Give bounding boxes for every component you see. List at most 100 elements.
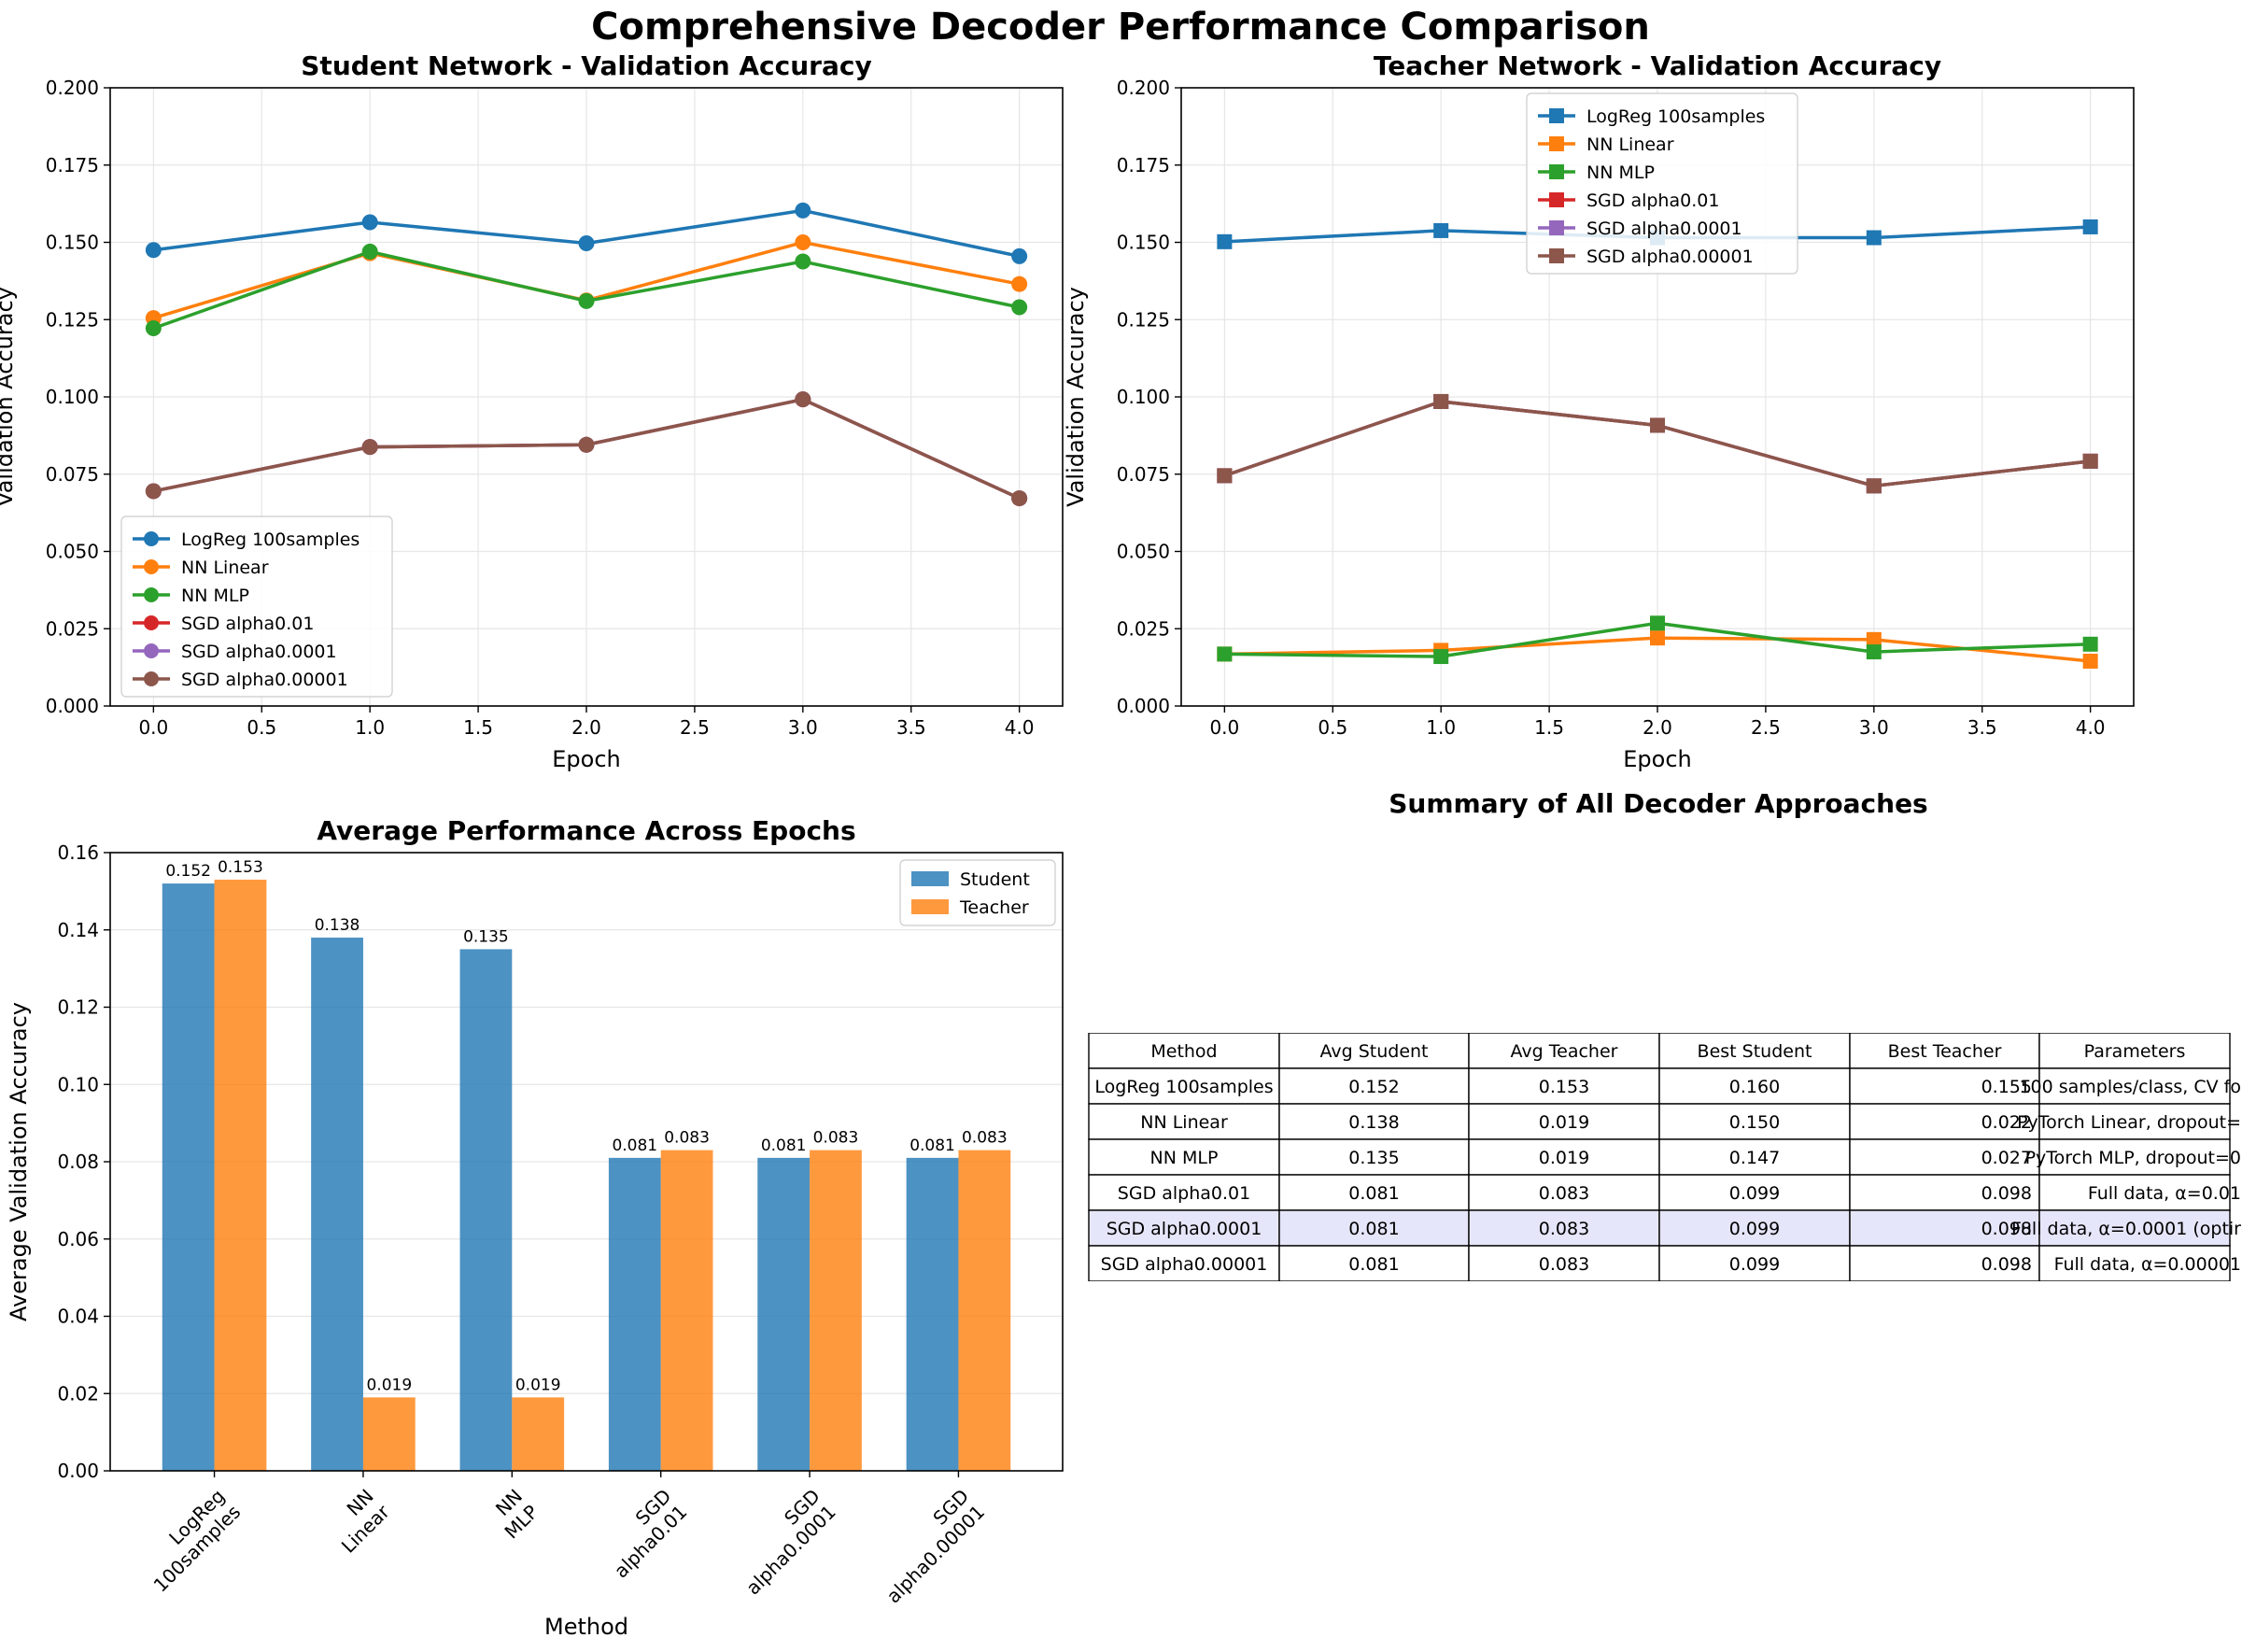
table-cell [2038,1209,2231,1247]
data-point [1433,222,1449,238]
data-point [1866,478,1882,494]
table-cell-text: 0.135 [1348,1148,1399,1168]
data-point [145,320,162,337]
data-point [1011,299,1028,316]
bar-value-label: 0.083 [962,1129,1008,1148]
legend-marker [144,587,159,602]
table-header-text: Avg Student [1319,1041,1428,1062]
table-cell [1088,1138,1280,1176]
data-point [1011,490,1028,507]
y-tick-label: 0.04 [57,1306,99,1328]
data-point [795,202,811,219]
table-cell [1468,1174,1660,1211]
bar [810,1150,862,1471]
y-tick-label: 0.150 [46,232,99,254]
bar-value-label: 0.138 [315,916,360,935]
data-point [578,436,595,453]
legend-marker [144,671,159,686]
table-cell-text: 0.138 [1348,1112,1399,1133]
table-cell-text: 0.098 [1981,1254,2032,1275]
table-cell-text: SGD alpha0.00001 [1101,1254,1268,1275]
bar-value-label: 0.019 [366,1376,412,1394]
data-point [795,253,811,270]
table-cell-text: Full data, α=0.0001 (optir [2011,1219,2241,1239]
table-cell-text: 0.081 [1348,1183,1399,1204]
bar-value-label: 0.083 [664,1129,710,1148]
table-cell [1849,1103,2040,1140]
x-tick-label: 3.0 [1859,716,1889,739]
x-tick-label: 0.0 [138,716,168,739]
table-cell-text: PyTorch MLP, dropout=0 [2025,1148,2241,1168]
y-axis-label: Average Validation Accuracy [6,1002,32,1321]
data-point [1433,393,1449,409]
table-cell [1849,1067,2040,1105]
legend-label: SGD alpha0.00001 [1586,247,1754,267]
table-cell [1849,1209,2040,1247]
bar [162,883,215,1471]
y-tick-label: 0.175 [46,154,99,176]
x-tick-label: 3.5 [1967,716,1997,739]
legend-marker [1549,220,1564,235]
bar-value-label: 0.081 [761,1137,807,1155]
data-point [2082,453,2098,469]
table-cell-text: 0.027 [1981,1148,2032,1168]
y-tick-label: 0.125 [1117,308,1170,331]
y-tick-label: 0.00 [57,1460,99,1482]
y-axis-label: Validation Accuracy [1063,287,1089,507]
table-cell-text: 0.150 [1729,1112,1780,1133]
x-tick-label: 2.5 [1751,716,1781,739]
y-tick-label: 0.025 [1117,617,1170,640]
legend-label: SGD alpha0.00001 [181,670,348,690]
data-point [1217,468,1233,484]
bar [311,938,363,1471]
bar [608,1157,661,1471]
y-tick-label: 0.02 [57,1382,99,1405]
table-cell [1088,1245,1280,1281]
table-cell [1278,1103,1470,1140]
table-body: Method Avg Student Avg Teacher Best Student… [1088,1033,2241,1281]
table-cell-text: Full data, α=0.01 [2088,1183,2241,1204]
bar [459,949,513,1471]
x-tick-label: 1.0 [1426,716,1456,739]
table-header-text: Avg Teacher [1511,1041,1618,1062]
table-cell-text: 0.098 [1981,1183,2032,1204]
table-cell [1088,1209,1280,1247]
data-point [2082,654,2098,670]
legend-marker [1549,164,1564,179]
table-cell-text: PyTorch Linear, dropout= [2017,1112,2241,1133]
figure-title: Comprehensive Decoder Performance Compar… [591,6,1650,49]
data-point [1650,630,1665,646]
legend-label: NN Linear [181,558,269,578]
data-point [578,234,595,251]
average-bar-chart: 0.152 0.138 0.135 0.081 0.081 0.081 0.153 0.019… [6,815,1064,1640]
table-header-text: Method [1150,1041,1217,1062]
summary-table: Summary of All Decoder Approaches Method A… [1088,788,2241,1281]
table-cell-text: NN MLP [1150,1148,1219,1168]
legend-swatch [911,899,949,914]
table-cell [1278,1245,1470,1281]
y-tick-label: 0.08 [57,1151,99,1173]
y-axis-label: Validation Accuracy [0,287,18,507]
student-line-chart: 0.0 0.5 1.0 1.5 2.0 2.5 3.0 3.5 4.0 0.000 0.025 0.0… [0,50,1064,772]
table-cell [1278,1174,1470,1211]
table-header-cell [1658,1033,1851,1069]
legend-label: Student [960,869,1030,890]
y-tick-label: 0.075 [46,463,99,486]
table-cell-text: 0.081 [1348,1254,1399,1275]
x-tick-label: 4.0 [2076,716,2106,739]
legend-label: Teacher [959,897,1029,918]
y-tick-label: 0.200 [1117,77,1170,99]
teacher-line-chart: 0.0 0.5 1.0 1.5 2.0 2.5 3.0 3.5 4.0 0.000 0.025 0.0… [1063,50,2135,772]
x-tick-label: 3.0 [788,716,818,739]
x-axis-label: Epoch [1623,746,1692,772]
legend-marker [144,531,159,546]
y-tick-label: 0.050 [1117,541,1170,563]
table-cell [2038,1138,2231,1176]
data-point [578,292,595,309]
legend-label: NN MLP [181,586,249,606]
bar-value-label: 0.135 [463,927,509,946]
table-header-cell [1278,1033,1470,1069]
legend-label: SGD alpha0.0001 [181,642,337,662]
